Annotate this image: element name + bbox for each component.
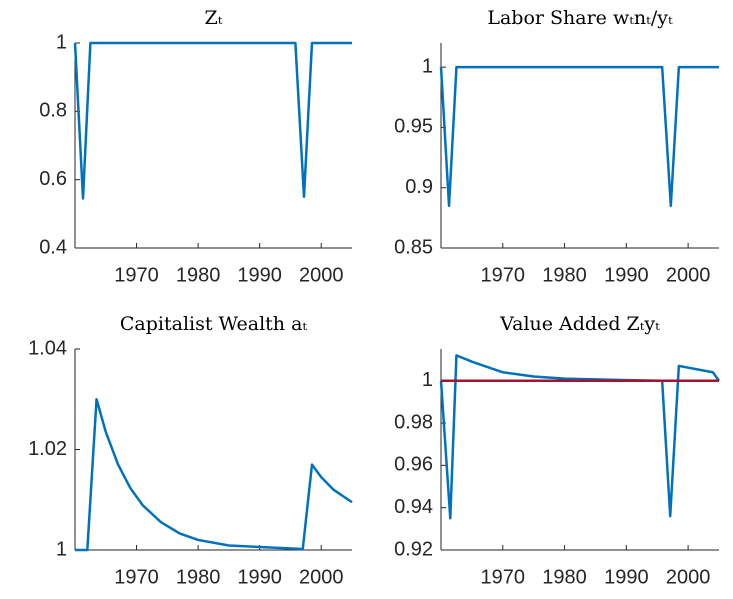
y-tick-label: 1	[56, 31, 67, 53]
x-tick-label: 1970	[114, 566, 159, 588]
x-tick-label: 1980	[542, 264, 587, 286]
y-tick-label: 1.04	[28, 337, 67, 359]
line-series	[439, 65, 719, 208]
x-tick-label: 1990	[604, 264, 649, 286]
line-series	[439, 354, 721, 520]
y-tick-label: 0.98	[394, 411, 433, 433]
y-tick-label: 1.02	[28, 438, 67, 460]
x-tick-label: 2000	[299, 264, 344, 286]
y-tick-label: 0.94	[394, 496, 433, 518]
y-tick-label: 0.4	[39, 236, 67, 258]
y-tick-label: 0.96	[394, 454, 433, 476]
y-tick-label: 0.92	[394, 538, 433, 560]
x-tick-label: 1990	[237, 264, 282, 286]
x-tick-label: 1990	[604, 566, 649, 588]
x-tick-label: 1990	[237, 566, 282, 588]
y-tick-label: 0.6	[39, 168, 67, 190]
x-tick-label: 1980	[176, 264, 221, 286]
y-tick-label: 0.8	[39, 100, 67, 122]
line-series	[73, 41, 352, 200]
chart-title: Value Added Zₜyₜ	[499, 313, 660, 335]
x-tick-label: 1970	[114, 264, 159, 286]
line-series	[75, 398, 353, 552]
x-tick-label: 1970	[481, 566, 526, 588]
y-tick-label: 1	[422, 369, 433, 391]
chart-title: Zₜ	[205, 7, 223, 29]
y-tick-label: 0.95	[394, 116, 433, 138]
x-tick-label: 2000	[666, 264, 711, 286]
chart-title: Labor Share wₜnₜ/yₜ	[487, 7, 673, 29]
y-tick-label: 1	[422, 55, 433, 77]
chart-title: Capitalist Wealth aₜ	[120, 313, 308, 335]
x-tick-label: 2000	[299, 566, 344, 588]
y-tick-label: 0.85	[394, 236, 433, 258]
x-tick-label: 1970	[481, 264, 526, 286]
x-tick-label: 1980	[542, 566, 587, 588]
x-tick-label: 2000	[666, 566, 711, 588]
y-tick-label: 1	[56, 538, 67, 560]
x-tick-label: 1980	[176, 566, 221, 588]
y-tick-label: 0.9	[405, 176, 433, 198]
